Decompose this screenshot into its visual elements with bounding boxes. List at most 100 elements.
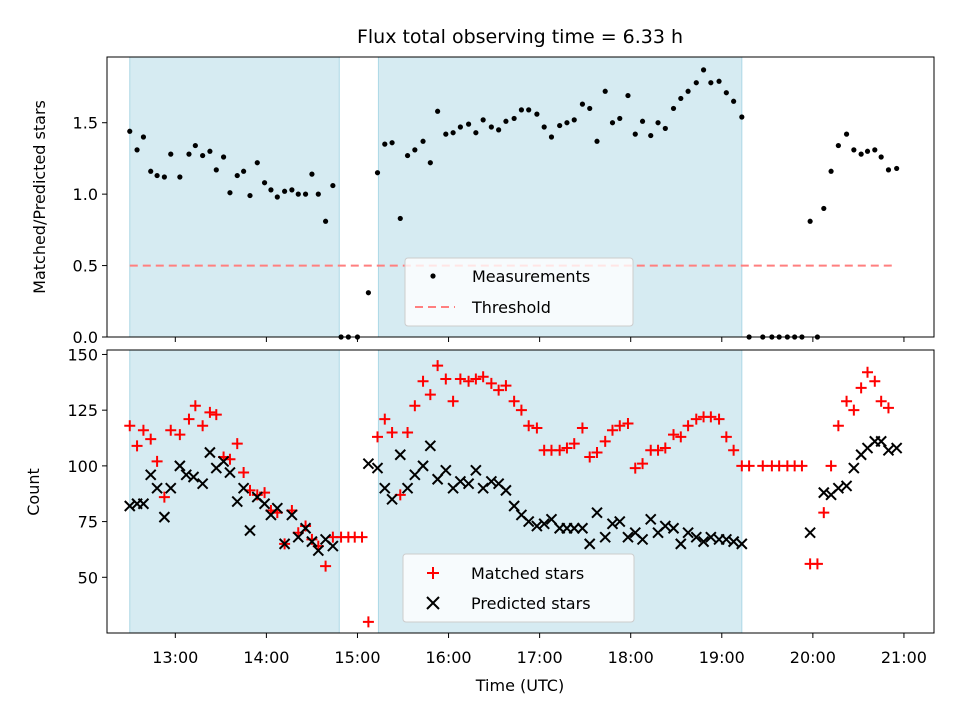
- predicted-star-point: [591, 506, 603, 519]
- legend-predicted-marker: [426, 596, 440, 610]
- measurement-point: [858, 151, 864, 157]
- measurement-point: [443, 131, 449, 137]
- matched-star-point: [576, 422, 588, 434]
- matched-star-point: [515, 404, 527, 416]
- matched-star-point: [682, 420, 694, 432]
- top-y-ticks: 0.0 0.5 1.0 1.5: [73, 114, 107, 347]
- legend-predicted-label: Predicted stars: [471, 594, 591, 613]
- matched-star-point: [204, 406, 216, 418]
- matched-star-point: [165, 424, 177, 436]
- measurement-point: [315, 191, 321, 197]
- matched-star-point: [659, 442, 671, 454]
- predicted-star-point: [431, 473, 444, 485]
- measurement-point: [700, 67, 707, 73]
- shaded-span: [129, 56, 340, 338]
- predicted-star-point: [804, 527, 816, 539]
- predicted-star-point: [470, 464, 482, 477]
- matched-star-point: [137, 424, 149, 436]
- y-tick-label: 125: [67, 401, 98, 420]
- y-tick-label: 100: [67, 457, 98, 476]
- measurement-point: [872, 147, 878, 153]
- matched-star-point: [862, 366, 874, 378]
- matched-star-point: [614, 420, 626, 432]
- predicted-star-point: [196, 477, 209, 490]
- predicted-star-point: [237, 482, 250, 494]
- measurement-point: [739, 114, 745, 120]
- predicted-star-point: [606, 518, 619, 530]
- matched-star-point: [629, 462, 641, 474]
- measurement-point: [511, 115, 517, 122]
- x-tick-label: 21:00: [881, 648, 927, 667]
- measurement-point: [548, 134, 555, 140]
- matched-star-point: [493, 384, 505, 396]
- matched-star-point: [606, 424, 618, 436]
- measurement-point: [594, 138, 600, 144]
- measurement-point: [579, 101, 586, 107]
- predicted-star-point: [736, 538, 748, 550]
- matched-star-point: [320, 560, 332, 572]
- predicted-star-point: [659, 520, 672, 532]
- measurement-point: [526, 107, 532, 113]
- measurement-point: [496, 127, 502, 133]
- matched-stars-points: [124, 360, 894, 628]
- predicted-star-point: [151, 482, 163, 494]
- measurement-point: [541, 124, 547, 130]
- measurement-point: [220, 154, 227, 160]
- matched-star-point: [477, 371, 489, 383]
- predicted-star-point: [614, 515, 626, 528]
- y-tick-label: 150: [67, 345, 98, 364]
- measurement-point: [662, 125, 668, 132]
- measurement-point: [602, 88, 608, 94]
- predicted-star-point: [137, 498, 150, 510]
- measurement-point: [731, 98, 737, 104]
- measurement-point: [678, 95, 684, 102]
- predicted-star-point: [379, 482, 391, 494]
- bottom-y-axis-label: Count: [24, 468, 43, 516]
- measurement-point: [828, 168, 834, 174]
- predicted-star-point: [500, 484, 512, 497]
- predicted-star-point: [522, 515, 535, 528]
- predicted-star-point: [875, 435, 887, 448]
- matched-star-point: [841, 395, 853, 407]
- measurement-point: [450, 130, 456, 136]
- matched-star-point: [440, 373, 452, 385]
- matched-star-point: [447, 395, 459, 407]
- matched-star-point: [362, 616, 374, 628]
- predicted-star-point: [568, 522, 580, 534]
- y-tick-label: 50: [78, 568, 98, 587]
- predicted-star-point: [690, 531, 702, 543]
- bottom-x-ticks: 13:00 14:00 15:00 16:00 17:00 18:00 19:00 20:00…: [152, 633, 927, 667]
- matched-star-point: [848, 404, 860, 416]
- matched-star-point: [637, 458, 649, 470]
- measurement-point: [365, 290, 371, 296]
- matched-star-point: [882, 402, 894, 414]
- measurement-point: [427, 160, 433, 166]
- predicted-star-point: [584, 538, 596, 550]
- legend-matched-label: Matched stars: [471, 564, 584, 583]
- predicted-star-point: [440, 464, 452, 477]
- measurement-point: [322, 218, 329, 224]
- measurement-point: [200, 152, 206, 159]
- predicted-star-point: [675, 538, 687, 550]
- predicted-star-point: [417, 460, 429, 472]
- measurement-point: [268, 187, 274, 193]
- predicted-star-point: [231, 495, 243, 508]
- predicted-star-point: [180, 469, 192, 481]
- measurement-point: [685, 88, 691, 94]
- measurement-point: [161, 174, 167, 180]
- measurement-point: [617, 115, 623, 122]
- predicted-star-point: [882, 444, 895, 456]
- matched-star-point: [306, 533, 318, 545]
- predicted-star-point: [538, 518, 550, 530]
- x-tick-label: 14:00: [243, 648, 289, 667]
- x-tick-label: 18:00: [608, 648, 654, 667]
- x-tick-label: 15:00: [334, 648, 380, 667]
- predicted-star-point: [720, 533, 733, 546]
- measurement-point: [435, 108, 441, 114]
- predicted-star-point: [306, 535, 318, 548]
- x-tick-label: 19:00: [699, 648, 745, 667]
- predicted-star-point: [244, 524, 256, 537]
- matched-star-point: [584, 451, 596, 463]
- measurement-point: [241, 168, 247, 174]
- matched-star-point: [379, 413, 391, 425]
